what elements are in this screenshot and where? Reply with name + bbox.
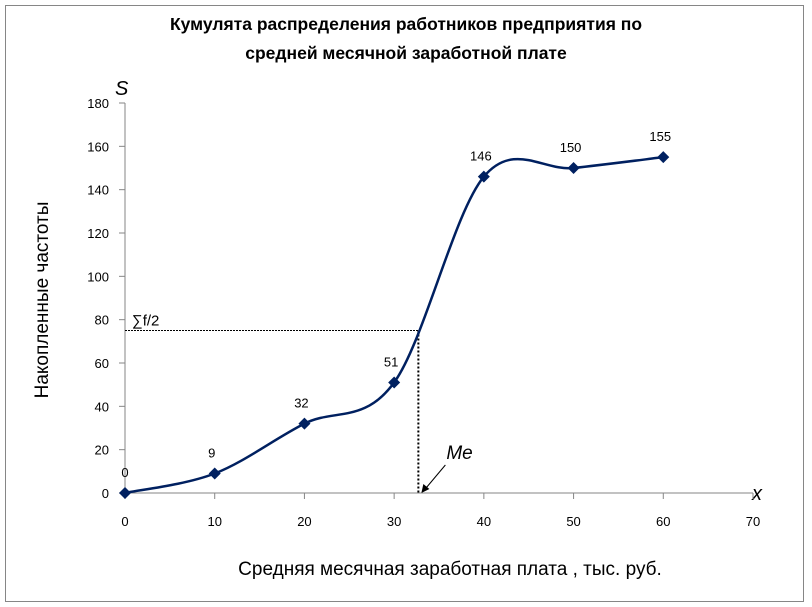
data-label: 51 xyxy=(384,355,398,370)
x-tick-label: 70 xyxy=(746,514,760,529)
y-axis-label: Накопленные частоты xyxy=(32,202,53,399)
x-tick-label: 30 xyxy=(387,514,401,529)
data-label: 9 xyxy=(208,446,215,461)
y-tick-label: 20 xyxy=(95,443,109,458)
data-label: 146 xyxy=(470,149,492,164)
x-axis-label: Средняя месячная заработная плата , тыс.… xyxy=(238,559,662,580)
x-tick-label: 60 xyxy=(656,514,670,529)
x-tick-label: 50 xyxy=(566,514,580,529)
chart-title-line2: средней месячной заработной плате xyxy=(245,43,567,63)
data-point-marker xyxy=(208,467,221,480)
data-label: 155 xyxy=(649,129,671,144)
y-tick-label: 40 xyxy=(95,399,109,414)
y-tick-label: 80 xyxy=(95,313,109,328)
y-tick-label: 160 xyxy=(87,139,109,154)
y-tick-label: 140 xyxy=(87,183,109,198)
data-point-marker xyxy=(298,417,311,430)
y-tick-label: 0 xyxy=(102,486,109,501)
y-tick-label: 180 xyxy=(87,96,109,111)
data-point-marker xyxy=(477,170,490,183)
data-point-marker xyxy=(657,151,670,164)
series-line xyxy=(124,155,664,495)
chart-title-line1: Кумулята распределения работников предпр… xyxy=(170,14,642,34)
y-tick-label: 60 xyxy=(95,356,109,371)
data-label: 32 xyxy=(294,396,308,411)
data-label: 0 xyxy=(121,465,128,480)
median-arrow-head xyxy=(421,484,430,493)
y-axis-symbol: S xyxy=(115,78,129,100)
data-label: 150 xyxy=(560,140,582,155)
x-tick-label: 20 xyxy=(297,514,311,529)
data-point-marker xyxy=(119,487,131,499)
chart-frame xyxy=(5,5,804,602)
x-tick-label: 10 xyxy=(207,514,221,529)
x-tick-label: 40 xyxy=(477,514,491,529)
data-point-marker xyxy=(567,162,580,174)
median-label: Me xyxy=(446,443,472,464)
y-tick-label: 100 xyxy=(87,269,109,284)
x-tick-label: 0 xyxy=(121,514,128,529)
median-arrow xyxy=(423,464,446,491)
y-tick-label: 120 xyxy=(87,226,109,241)
data-point-marker xyxy=(388,376,401,389)
half-sum-label: ∑f/2 xyxy=(132,313,159,330)
x-axis-symbol: x xyxy=(751,483,763,505)
